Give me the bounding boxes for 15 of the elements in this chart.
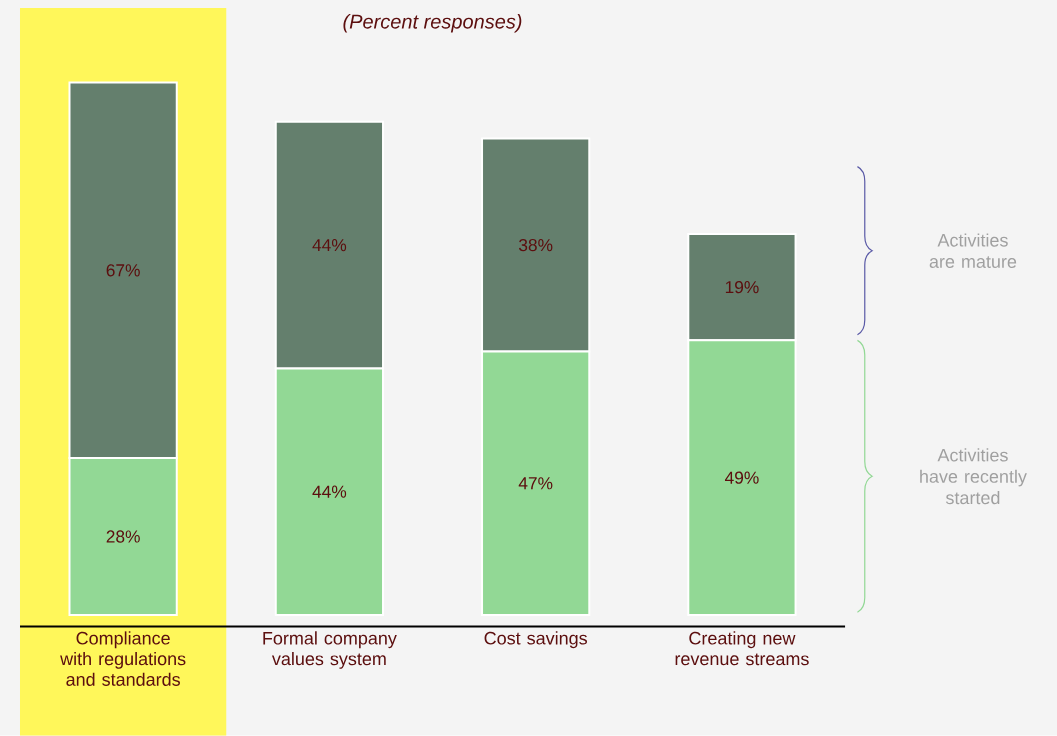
x-tick-label: Formal company values system xyxy=(263,631,397,669)
data-label: 44% xyxy=(312,239,347,252)
x-tick-label: Compliance with regulations and standards xyxy=(60,631,186,686)
x-tick-label: Creating new revenue streams xyxy=(675,631,809,666)
data-label: 19% xyxy=(725,281,759,294)
data-label: 47% xyxy=(518,477,553,490)
data-label: 38% xyxy=(518,239,553,252)
x-tick-label: Cost savings xyxy=(484,631,587,649)
data-label: 44% xyxy=(312,485,347,498)
data-label: 28% xyxy=(106,530,140,543)
text: Activities have recently started xyxy=(920,448,1027,505)
data-label: 49% xyxy=(724,471,759,484)
chart-title: (Percent responses) xyxy=(343,14,522,33)
text: Activities are mature xyxy=(929,233,1017,269)
data-label: 67% xyxy=(106,264,140,277)
